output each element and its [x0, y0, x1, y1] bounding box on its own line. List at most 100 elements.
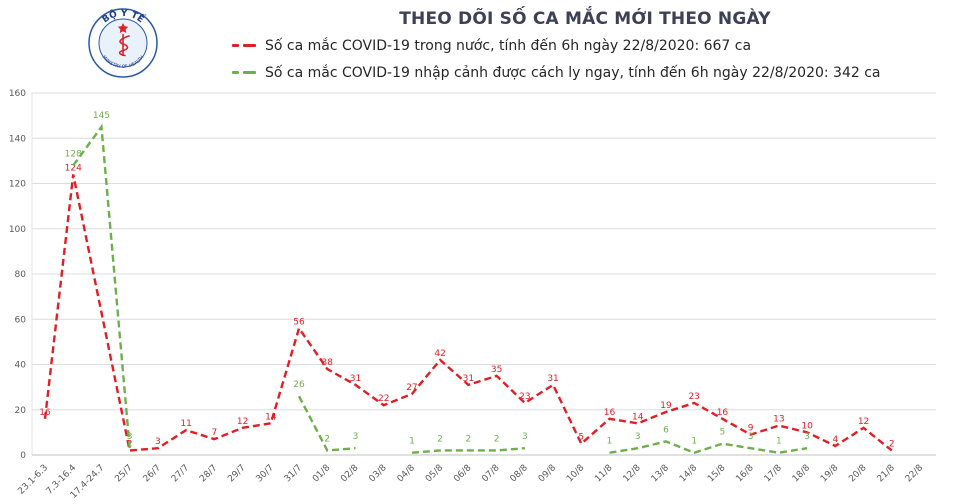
x-axis-labels: 23.1-6.37.3-16.417.4-24.7 25/7 26/7 27/7 28/…: [16, 463, 925, 501]
data-label: 4: [832, 435, 838, 445]
x-tick-label: 10/8: [565, 463, 587, 485]
data-label: 6: [663, 425, 669, 435]
data-label: 12: [858, 417, 869, 427]
x-tick-label: 16/8: [734, 463, 756, 485]
x-tick-label: 02/8: [339, 463, 361, 485]
x-tick-label: 15/8: [706, 463, 728, 485]
chart-title: THEO DÕI SỐ CA MẮC MỚI THEO NGÀY: [399, 9, 771, 29]
x-tick-label: 05/8: [424, 463, 446, 485]
x-tick-label: 30/7: [255, 463, 276, 484]
data-label: 23: [688, 392, 699, 402]
data-label: 38: [322, 358, 334, 368]
x-tick-label: 07/8: [480, 463, 502, 485]
data-label: 3: [155, 437, 161, 447]
x-tick-label: 12/8: [621, 463, 643, 485]
data-label: 27: [406, 383, 417, 393]
data-label: 12: [237, 417, 248, 427]
x-tick-label: 23.1-6.3: [16, 463, 50, 497]
data-label: 16: [604, 408, 616, 418]
x-tick-label: 09/8: [537, 463, 559, 485]
data-label: 19: [660, 401, 672, 411]
x-tick-label: 22/8: [904, 463, 926, 485]
data-label: 2: [324, 434, 330, 444]
data-label: 56: [293, 317, 305, 327]
x-tick-label: 17/8: [763, 463, 785, 485]
data-label: 11: [180, 419, 191, 429]
data-label: 3: [635, 432, 641, 442]
x-tick-label: 03/8: [367, 463, 389, 485]
data-label: 31: [350, 374, 361, 384]
data-label: 16: [717, 408, 729, 418]
y-tick-label: 140: [9, 134, 26, 144]
series-line: [297, 395, 356, 452]
data-label: 1: [691, 437, 697, 447]
data-label: 3: [804, 432, 810, 442]
y-tick-label: 120: [9, 180, 26, 190]
y-tick-label: 20: [15, 406, 27, 416]
legend-item-imported: Số ca mắc COVID-19 nhập cảnh được cách l…: [232, 59, 881, 86]
data-label: 14: [265, 412, 277, 422]
y-tick-label: 40: [15, 361, 27, 371]
data-label: 124: [65, 163, 82, 173]
data-label: 5: [578, 433, 584, 443]
data-label: 2: [494, 434, 500, 444]
data-label: 14: [632, 412, 644, 422]
data-label: 7: [211, 428, 217, 438]
data-label: 26: [293, 380, 305, 390]
series-line: [43, 174, 893, 452]
x-tick-label: 08/8: [509, 463, 531, 485]
x-tick-label: 28/7: [198, 463, 219, 484]
data-label: 3: [522, 432, 528, 442]
x-tick-label: 14/8: [678, 463, 700, 485]
x-tick-label: 11/8: [593, 463, 615, 485]
x-tick-label: 26/7: [142, 463, 163, 484]
legend-label-imported: Số ca mắc COVID-19 nhập cảnh được cách l…: [265, 64, 881, 81]
data-label: 3: [353, 432, 359, 442]
x-tick-label: 06/8: [452, 463, 474, 485]
x-tick-label: 01/8: [311, 463, 333, 485]
caduceus-icon: [118, 34, 130, 57]
data-label: 145: [93, 111, 110, 121]
red-dash-icon: [232, 44, 256, 47]
x-tick-label: 29/7: [226, 463, 247, 484]
data-label: 3: [127, 432, 133, 442]
data-label: 22: [378, 394, 389, 404]
data-label: 5: [720, 428, 726, 438]
y-tick-label: 160: [9, 89, 26, 99]
data-label: 2: [466, 434, 472, 444]
ministry-of-health-logo: BỘ Y TẾ MINISTRY OF HEALTH: [88, 8, 158, 78]
data-label: 2: [889, 439, 895, 449]
data-label: 9: [748, 424, 754, 434]
x-tick-label: 25/7: [113, 463, 134, 484]
data-label: 16: [39, 408, 51, 418]
y-tick-label: 80: [15, 270, 27, 280]
x-tick-label: 21/8: [876, 463, 898, 485]
x-tick-label: 27/7: [170, 463, 191, 484]
data-label: 1: [776, 437, 782, 447]
data-label: 35: [491, 365, 502, 375]
series-line: [72, 123, 131, 449]
series-line: [609, 440, 808, 455]
data-label: 31: [463, 374, 474, 384]
x-tick-label: 19/8: [819, 463, 841, 485]
data-label: 1: [607, 437, 613, 447]
x-tick-label: 04/8: [396, 463, 418, 485]
grid-and-axes: 0 20 40 60 80 100 120 140 160: [9, 89, 936, 461]
x-tick-label: 13/8: [650, 463, 672, 485]
legend: Số ca mắc COVID-19 trong nước, tính đến …: [232, 32, 881, 86]
y-tick-label: 0: [20, 451, 26, 461]
data-label: 128: [65, 149, 82, 159]
data-label: 2: [437, 434, 443, 444]
data-label: 13: [773, 415, 784, 425]
legend-item-domestic: Số ca mắc COVID-19 trong nước, tính đến …: [232, 32, 881, 59]
data-label: 1: [409, 437, 415, 447]
x-tick-label: 31/7: [283, 463, 304, 484]
data-label: 10: [801, 421, 813, 431]
legend-label-domestic: Số ca mắc COVID-19 trong nước, tính đến …: [265, 37, 752, 54]
star-icon: [117, 23, 129, 33]
data-label: 31: [547, 374, 558, 384]
